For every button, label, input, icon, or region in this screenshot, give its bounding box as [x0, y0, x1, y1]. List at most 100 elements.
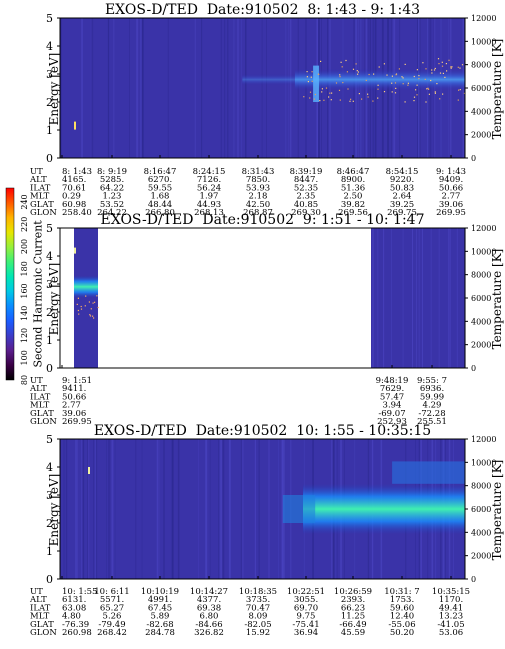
orbit-cell: 9220. — [390, 175, 414, 185]
panel-3-streak — [254, 439, 256, 579]
panel-3-onset — [282, 495, 316, 523]
panel-2-streak — [438, 228, 440, 368]
energy-tick-label: 2 — [46, 96, 53, 109]
panel-1-speckle — [367, 96, 369, 98]
panel-3-streak — [177, 439, 180, 579]
panel-1-speckle — [428, 93, 430, 95]
panel-3-streak — [242, 439, 244, 579]
panel-1-speckle — [445, 63, 447, 65]
panel-1-streak — [136, 18, 139, 158]
orbit-cell: 50.66 — [439, 183, 463, 193]
orbit-cell: 53.06 — [439, 628, 463, 638]
panel-1-speckle — [434, 92, 436, 94]
panel-3-streak — [220, 439, 222, 579]
panel-1-speckle — [439, 98, 441, 100]
orbit-cell: 2.77 — [442, 192, 461, 202]
orbit-table-2 — [61, 365, 433, 368]
energy-tick-label: 3 — [46, 278, 53, 291]
panel-2-data-right — [371, 228, 465, 368]
panel-1-speckle — [441, 65, 444, 67]
panel-3-streak — [198, 439, 199, 579]
panel-1-streak — [91, 18, 93, 158]
orbit-cell: 269.30 — [291, 208, 321, 218]
orbit-cell: 4165. — [62, 175, 86, 185]
orbit-cell: 10:35:15 — [432, 587, 470, 597]
panel-1-speckle — [339, 74, 341, 76]
panel-2-speckle — [84, 305, 86, 307]
orbit-cell: 269.95 — [436, 208, 466, 218]
panel-1-speckle — [442, 72, 444, 74]
energy-tick-label: 2 — [46, 517, 53, 530]
panel-1-speckle — [346, 71, 348, 73]
orbit-cell: 268.87 — [243, 208, 273, 218]
orbit-cell: 67.45 — [148, 603, 172, 613]
panel-3-streak — [219, 439, 222, 579]
panel-1-streak — [113, 18, 115, 158]
panel-1-title: EXOS-D/TED Date:910502 8: 1:43 - 9: 1:43 — [104, 2, 421, 18]
panel-2-streak — [448, 228, 449, 368]
panel-1-speckle — [377, 88, 379, 90]
panel-1-speckle — [425, 101, 427, 103]
panel-1-speckle — [441, 61, 443, 63]
orbit-cell: -76.39 — [62, 620, 89, 630]
energy-tick-label: 1 — [46, 124, 53, 137]
orbit-row-label: MLT — [30, 612, 50, 622]
panel-1-streak — [289, 18, 292, 158]
panel-1-speckle — [416, 69, 418, 71]
panel-1-speckle — [431, 72, 433, 74]
orbit-cell: 5.26 — [103, 612, 122, 622]
panel-3-streak — [87, 439, 90, 579]
orbit-cell: -55.06 — [388, 620, 415, 630]
orbit-cell: -72.28 — [418, 409, 445, 419]
orbit-row-label: UT — [30, 376, 43, 386]
energy-tick-label: 1 — [46, 334, 53, 347]
panel-1-energy-band-weak — [242, 74, 295, 86]
panel-2-speckle — [76, 303, 78, 305]
panel-1-streak — [129, 18, 130, 158]
orbit-row-label: ALT — [29, 595, 47, 605]
panel-1-speckle — [413, 96, 416, 98]
panel-1-speckle — [367, 93, 369, 95]
orbit-cell: 40.85 — [294, 200, 318, 210]
panel-2-streak — [418, 228, 420, 368]
orbit-cell: 36.94 — [294, 628, 318, 638]
orbit-cell: 15.92 — [246, 628, 270, 638]
panel-3-streak — [63, 439, 65, 579]
panel-2-streak — [383, 228, 385, 368]
orbit-cell: 1.97 — [200, 192, 219, 202]
energy-tick-label: 1 — [46, 545, 53, 558]
temperature-tick-label: 4000 — [471, 317, 491, 326]
panel-2-speckle — [88, 301, 90, 303]
panel-1-streak — [140, 18, 142, 158]
panel-1-speckle — [418, 78, 420, 80]
panel-1-speckle — [320, 60, 322, 62]
orbit-cell: 326.82 — [194, 628, 224, 638]
orbit-cell: 11.25 — [341, 612, 365, 622]
panel-3-streak — [268, 439, 270, 579]
orbit-cell: 10: 1:55 — [62, 587, 97, 597]
panel-1-speckle — [355, 63, 357, 65]
orbit-cell: 10:10:19 — [141, 587, 179, 597]
orbit-cell: -69.07 — [378, 409, 405, 419]
panel-1-speckle — [402, 77, 404, 79]
orbit-cell: 8:39:19 — [290, 167, 323, 177]
panel-2-speckle — [94, 301, 96, 303]
panel-1-streak — [287, 18, 289, 158]
panel-3-streak — [141, 439, 143, 579]
orbit-row-label: GLAT — [30, 200, 54, 210]
panel-3-streak — [95, 439, 96, 579]
temperature-tick-label: 0 — [471, 575, 476, 584]
orbit-cell: 39.06 — [62, 409, 86, 419]
orbit-row-label: ALT — [29, 384, 47, 394]
orbit-cell: 9: 1:51 — [62, 376, 92, 386]
panel-2-streak — [390, 228, 392, 368]
panel-1-speckle — [446, 70, 448, 72]
orbit-cell: 4377. — [197, 595, 221, 605]
orbit-cell: 64.22 — [100, 183, 124, 193]
temperature-tick-label: 8000 — [471, 482, 491, 491]
panel-2-plot — [57, 227, 468, 369]
panel-2-speckle — [77, 297, 79, 299]
panel-1-speckle — [437, 58, 440, 60]
orbit-cell: 9:55: 7 — [417, 376, 447, 386]
panel-2-streak — [421, 228, 423, 368]
